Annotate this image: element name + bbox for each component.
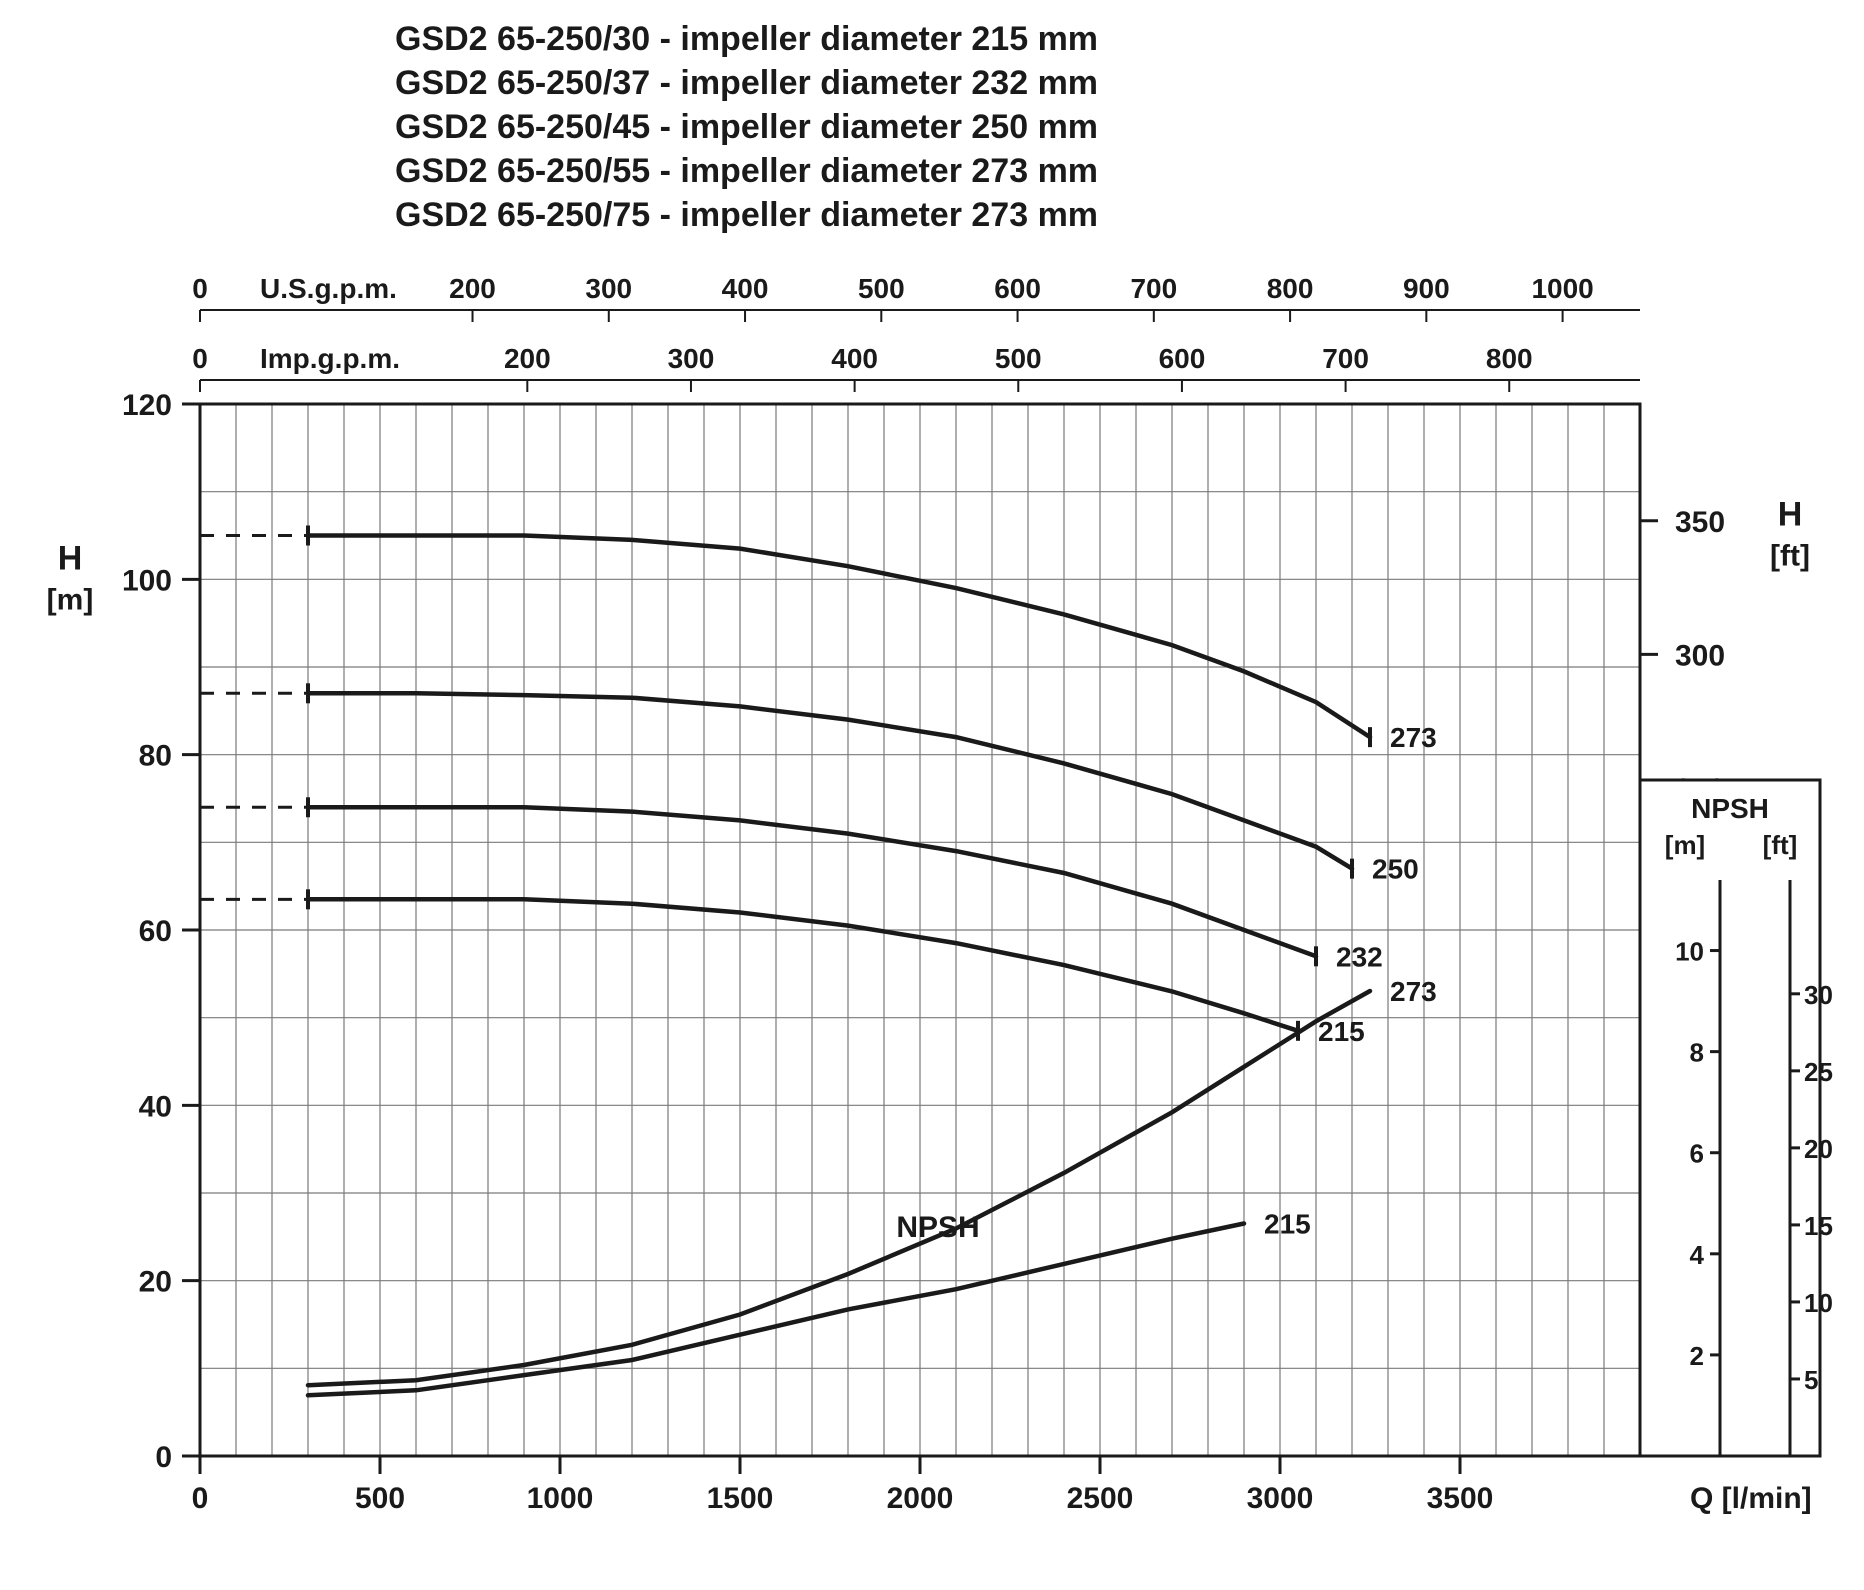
imp-gpm-tick: 500 <box>995 343 1042 374</box>
header-line: GSD2 65-250/55 - impeller diameter 273 m… <box>395 152 1098 190</box>
x-tick-label: 2000 <box>887 1482 954 1515</box>
header-line: GSD2 65-250/30 - impeller diameter 215 m… <box>395 20 1098 58</box>
us-gpm-tick: 300 <box>585 273 632 304</box>
npsh-ft-tick: 10 <box>1804 1288 1833 1318</box>
y-right-label-h: H <box>1778 496 1803 534</box>
y-left-tick: 40 <box>139 1090 172 1123</box>
us-gpm-label: U.S.g.p.m. <box>260 273 397 304</box>
npsh-sub-ft: [ft] <box>1763 830 1798 860</box>
imp-gpm-tick: 700 <box>1322 343 1369 374</box>
head-curve-215 <box>308 899 1298 1031</box>
npsh-curve-npsh-273 <box>308 991 1370 1385</box>
npsh-ft-tick: 30 <box>1804 980 1833 1010</box>
npsh-sub-m: [m] <box>1665 830 1705 860</box>
y-left-tick: 120 <box>122 389 172 422</box>
imp-gpm-tick: 800 <box>1486 343 1533 374</box>
npsh-ft-tick: 15 <box>1804 1211 1833 1241</box>
npsh-plot-label: NPSH <box>896 1211 979 1244</box>
npsh-m-tick: 10 <box>1675 937 1704 967</box>
y-left-tick: 0 <box>155 1441 172 1474</box>
x-tick-label: 2500 <box>1067 1482 1134 1515</box>
npsh-curve-label: 273 <box>1390 976 1437 1007</box>
imp-gpm-tick: 400 <box>831 343 878 374</box>
head-curve-label: 273 <box>1390 722 1437 753</box>
y-right-tick: 350 <box>1675 506 1725 539</box>
header-line: GSD2 65-250/45 - impeller diameter 250 m… <box>395 108 1098 146</box>
us-gpm-tick: 600 <box>994 273 1041 304</box>
imp-gpm-tick: 200 <box>504 343 551 374</box>
y-left-tick: 100 <box>122 564 172 597</box>
y-left-tick: 80 <box>139 740 172 773</box>
head-curve-label: 250 <box>1372 854 1419 885</box>
npsh-title: NPSH <box>1691 793 1769 824</box>
us-gpm-tick: 700 <box>1130 273 1177 304</box>
npsh-inset <box>1640 780 1820 1456</box>
x-tick-label: 0 <box>192 1482 209 1515</box>
pump-curve-chart: GSD2 65-250/30 - impeller diameter 215 m… <box>0 0 1864 1590</box>
y-right-tick: 300 <box>1675 639 1725 672</box>
y-left-label-h: H <box>58 539 83 577</box>
us-gpm-tick: 900 <box>1403 273 1450 304</box>
npsh-m-tick: 6 <box>1690 1139 1704 1169</box>
us-gpm-tick: 400 <box>722 273 769 304</box>
y-left-tick: 20 <box>139 1266 172 1299</box>
x-tick-label: 500 <box>355 1482 405 1515</box>
us-gpm-tick: 200 <box>449 273 496 304</box>
head-curve-label: 215 <box>1318 1016 1365 1047</box>
x-tick-label: 3500 <box>1427 1482 1494 1515</box>
head-curve-273 <box>308 536 1370 738</box>
x-tick-label: 1500 <box>707 1482 774 1515</box>
us-gpm-tick: 1000 <box>1531 273 1593 304</box>
npsh-ft-tick: 5 <box>1804 1365 1818 1395</box>
us-gpm-tick: 800 <box>1267 273 1314 304</box>
header-line: GSD2 65-250/75 - impeller diameter 273 m… <box>395 196 1098 234</box>
npsh-m-tick: 8 <box>1690 1038 1704 1068</box>
imp-gpm-zero: 0 <box>192 343 208 374</box>
imp-gpm-tick: 600 <box>1159 343 1206 374</box>
x-tick-label: 1000 <box>527 1482 594 1515</box>
x-tick-label: 3000 <box>1247 1482 1314 1515</box>
y-right-label-ft: [ft] <box>1770 540 1810 573</box>
imp-gpm-label: Imp.g.p.m. <box>260 343 400 374</box>
npsh-ft-tick: 20 <box>1804 1134 1833 1164</box>
npsh-m-tick: 4 <box>1690 1240 1705 1270</box>
y-left-tick: 60 <box>139 915 172 948</box>
npsh-curve-label: 215 <box>1264 1208 1311 1239</box>
us-gpm-tick: 500 <box>858 273 905 304</box>
header-line: GSD2 65-250/37 - impeller diameter 232 m… <box>395 64 1098 102</box>
imp-gpm-tick: 300 <box>668 343 715 374</box>
us-gpm-zero: 0 <box>192 273 208 304</box>
npsh-ft-tick: 25 <box>1804 1057 1833 1087</box>
y-left-label-m: [m] <box>47 583 94 616</box>
head-curve-label: 232 <box>1336 941 1383 972</box>
npsh-m-tick: 2 <box>1690 1341 1704 1371</box>
x-axis-label: Q [l/min] <box>1690 1482 1812 1515</box>
